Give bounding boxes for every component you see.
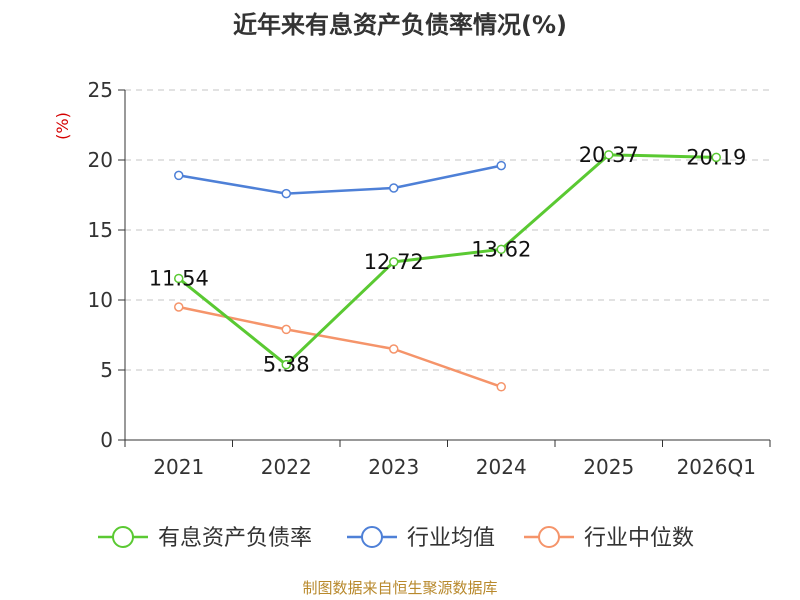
series-line-1	[178, 164, 502, 195]
series-0-point-1[interactable]	[281, 359, 291, 370]
series-line-2	[178, 305, 502, 388]
x-tick-label-0: 2021	[153, 455, 204, 479]
series-0-point-2[interactable]	[389, 257, 399, 267]
y-tick-label-5: 25	[88, 78, 113, 102]
legend-label-1: 行业均值	[407, 526, 495, 551]
series-1-point-3[interactable]	[496, 160, 506, 171]
gridlines	[125, 89, 770, 371]
data-label-0: 11.54	[149, 266, 209, 290]
series-2-point-0[interactable]	[174, 302, 184, 312]
y-tick-label-0: 0	[100, 428, 113, 452]
source-note: 制图数据来自恒生聚源数据库	[302, 579, 497, 597]
series-0-point-0[interactable]	[174, 273, 184, 284]
series-1-point-0[interactable]	[174, 170, 184, 181]
x-tick-label-1: 2022	[261, 455, 312, 479]
x-tick-label-2: 2023	[368, 455, 419, 479]
series-1-point-2[interactable]	[389, 183, 399, 193]
legend-marker-2	[538, 526, 560, 548]
legend-marker-1	[361, 526, 383, 548]
data-label-4: 20.37	[579, 143, 639, 167]
series-2-point-1[interactable]	[281, 324, 291, 335]
series-0-point-3[interactable]	[496, 244, 506, 255]
data-label-3: 13.62	[471, 237, 531, 261]
legend-label-0: 有息资产负债率	[158, 526, 312, 551]
series-line-0	[177, 153, 717, 367]
legend-item-0[interactable]: 有息资产负债率	[98, 526, 312, 551]
legend-label-2: 行业中位数	[584, 526, 694, 551]
chart-title: 近年来有息资产负债率情况(%)	[233, 11, 567, 39]
series-2-point-2[interactable]	[389, 344, 399, 354]
x-tick-label-3: 2024	[476, 455, 527, 479]
series-2-point-3[interactable]	[496, 382, 506, 392]
y-tick-label-1: 5	[100, 358, 113, 382]
legend[interactable]: 有息资产负债率 行业均值 行业中位数	[98, 526, 694, 551]
series-layer	[174, 150, 721, 392]
data-labels: 11.54 5.38 12.72 13.62 20.37 20.19	[149, 143, 747, 377]
series-0-point-5[interactable]	[711, 152, 721, 163]
series-0-point-4[interactable]	[604, 150, 614, 160]
x-tick-label-4: 2025	[583, 455, 634, 479]
y-tick-label-2: 10	[88, 288, 113, 312]
series-1-point-1[interactable]	[281, 188, 291, 199]
legend-item-1[interactable]: 行业均值	[347, 526, 495, 551]
legend-item-2[interactable]: 行业中位数	[524, 526, 694, 551]
x-tick-label-5: 2026Q1	[677, 455, 756, 479]
data-label-5: 20.19	[686, 145, 746, 169]
y-tick-label-4: 20	[88, 148, 113, 172]
data-label-2: 12.72	[364, 250, 424, 274]
y-tick-label-3: 15	[88, 218, 113, 242]
legend-marker-0	[112, 526, 134, 548]
data-label-1: 5.38	[263, 353, 310, 377]
y-axis-unit: (%)	[53, 112, 72, 140]
